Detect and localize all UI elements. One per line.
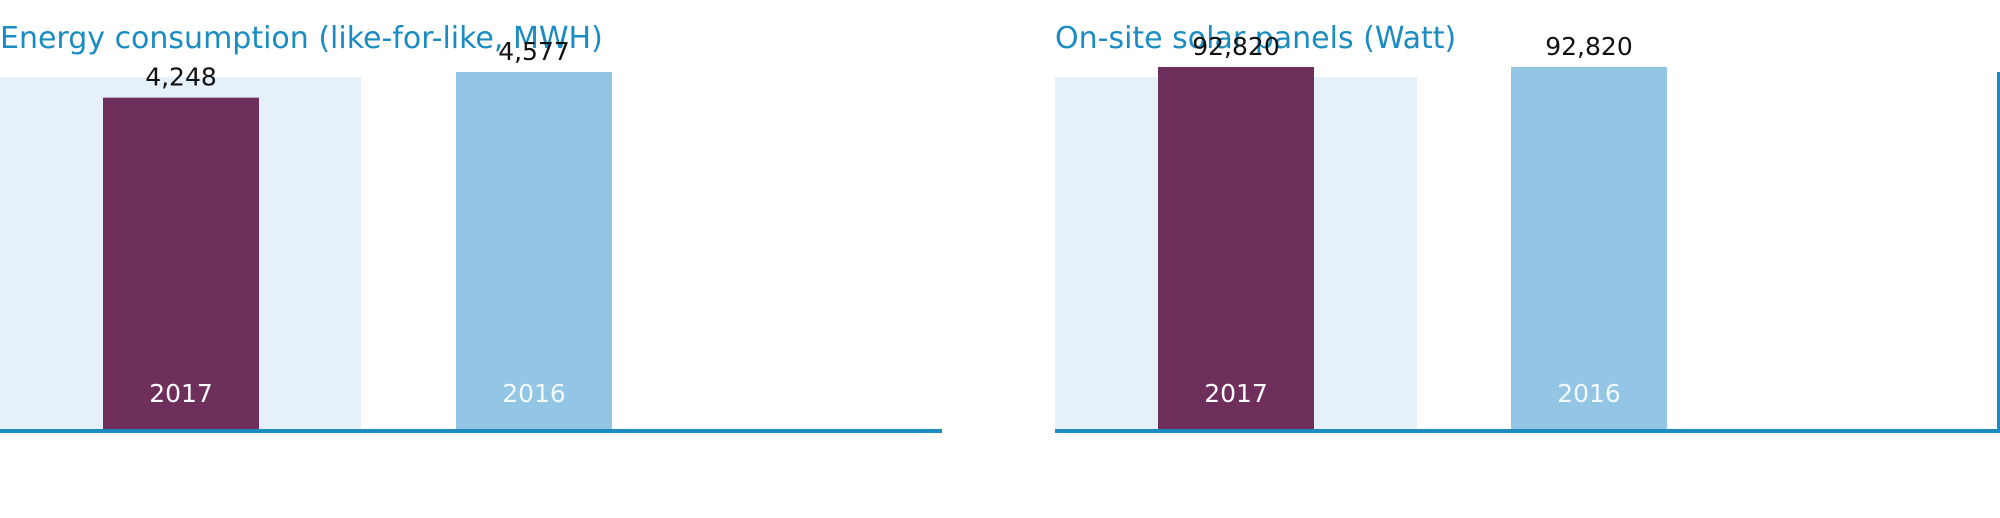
chart-2: On-site solar panels (Watt)92,820201792,… bbox=[1055, 21, 2000, 433]
chart-title: Energy consumption (like-for-like, MWH) bbox=[0, 21, 603, 56]
right-axis-line bbox=[1997, 72, 2000, 433]
value-label: 92,820 bbox=[1545, 32, 1632, 61]
chart-1: Energy consumption (like-for-like, MWH)4… bbox=[0, 21, 942, 433]
bar-2016 bbox=[456, 71, 612, 429]
baseline bbox=[0, 429, 942, 433]
bar-2016 bbox=[1511, 67, 1667, 429]
baseline bbox=[1055, 429, 2000, 433]
category-label: 2016 bbox=[502, 379, 566, 408]
value-label: 4,577 bbox=[498, 37, 570, 66]
category-label: 2017 bbox=[1204, 379, 1268, 408]
value-label: 4,248 bbox=[145, 63, 217, 92]
bar-2017 bbox=[1158, 67, 1314, 429]
category-label: 2017 bbox=[149, 379, 213, 408]
category-label: 2016 bbox=[1557, 379, 1621, 408]
bar-2017 bbox=[103, 97, 259, 429]
chart-title: On-site solar panels (Watt) bbox=[1055, 21, 1456, 56]
value-label: 92,820 bbox=[1192, 32, 1279, 61]
